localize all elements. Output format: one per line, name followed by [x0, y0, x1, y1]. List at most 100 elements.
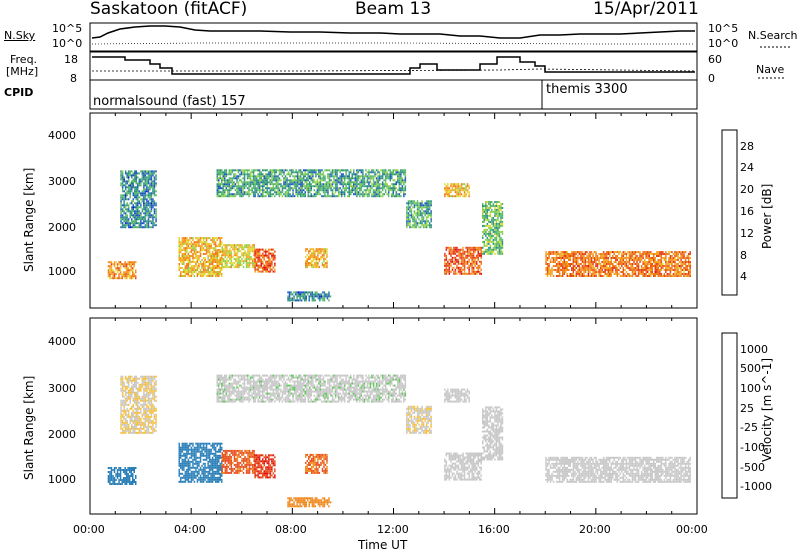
power-echo-cell	[397, 195, 399, 198]
power-echo-cell	[596, 259, 599, 261]
power-echo-cell	[120, 182, 122, 185]
power-echo-cell	[430, 224, 432, 227]
power-echo-cell	[666, 263, 669, 265]
power-echo-cell	[153, 180, 156, 183]
power-echo-cell	[260, 185, 262, 188]
power-echo-cell	[372, 189, 375, 192]
power-echo-cell	[583, 255, 585, 257]
power-echo-cell	[557, 275, 559, 277]
power-echo-cell	[190, 271, 193, 273]
power-echo-cell	[598, 275, 600, 277]
power-echo-cell	[485, 234, 487, 237]
power-echo-cell	[468, 248, 470, 251]
power-echo-cell	[342, 177, 344, 180]
power-echo-cell	[239, 250, 242, 253]
power-echo-cell	[554, 265, 556, 267]
power-echo-cell	[218, 189, 220, 192]
power-echo-cell	[129, 196, 131, 199]
power-echo-cell	[474, 250, 476, 253]
power-echo-cell	[137, 206, 139, 209]
power-echo-cell	[395, 173, 397, 176]
power-echo-cell	[233, 177, 235, 180]
power-echo-cell	[654, 257, 656, 259]
power-echo-cell	[595, 271, 597, 273]
power-echo-cell	[648, 257, 650, 259]
power-echo-cell	[199, 271, 202, 273]
power-echo-cell	[132, 226, 134, 229]
velocity-echo-cell	[132, 469, 134, 471]
power-echo-cell	[328, 187, 331, 190]
power-echo-cell	[187, 275, 190, 277]
power-echo-cell	[404, 169, 407, 172]
power-echo-cell	[479, 260, 481, 263]
power-echo-cell	[230, 195, 232, 198]
power-echo-cell	[152, 192, 154, 195]
power-echo-cell	[491, 234, 493, 237]
power-echo-cell	[548, 267, 550, 269]
power-echo-cell	[293, 183, 296, 186]
power-echo-cell	[357, 193, 360, 196]
power-echo-cell	[252, 187, 255, 190]
power-echo-cell	[214, 249, 217, 252]
power-echo-cell	[689, 261, 691, 263]
power-echo-cell	[205, 249, 208, 252]
power-echo-cell	[363, 193, 366, 196]
power-echo-cell	[498, 238, 501, 241]
power-echo-cell	[392, 179, 394, 182]
power-echo-cell	[249, 179, 252, 182]
power-echo-cell	[245, 266, 248, 269]
power-echo-cell	[578, 253, 581, 255]
power-echo-cell	[254, 179, 256, 182]
power-echo-cell	[224, 173, 226, 176]
velocity-panel-frame	[89, 317, 698, 515]
power-echo-cell	[495, 210, 498, 213]
power-echo-cell	[584, 265, 587, 267]
power-echo-cell	[241, 258, 243, 261]
power-echo-cell	[190, 245, 193, 248]
power-echo-cell	[207, 255, 209, 257]
power-echo-cell	[254, 250, 256, 253]
power-echo-cell	[460, 254, 463, 257]
power-echo-cell	[347, 183, 349, 186]
power-echo-cell	[183, 259, 185, 261]
power-echo-cell	[189, 257, 191, 259]
power-echo-cell	[637, 263, 640, 265]
power-echo-cell	[155, 182, 157, 185]
power-echo-cell	[144, 176, 147, 179]
power-echo-cell	[456, 260, 458, 263]
power-echo-cell	[147, 182, 150, 185]
power-echo-cell	[384, 185, 387, 188]
power-echo-cell	[351, 189, 353, 192]
power-echo-cell	[242, 266, 245, 269]
power-echo-cell	[456, 272, 458, 275]
power-echo-cell	[554, 269, 556, 271]
power-echo-cell	[674, 257, 676, 259]
power-echo-cell	[184, 243, 187, 246]
power-echo-cell	[232, 248, 234, 251]
power-echo-cell	[482, 210, 484, 213]
power-echo-cell	[616, 269, 619, 271]
power-echo-cell	[262, 191, 264, 194]
power-echo-cell	[604, 257, 606, 259]
power-echo-cell	[428, 204, 431, 207]
power-echo-cell	[656, 265, 658, 267]
power-echo-cell	[208, 237, 211, 240]
power-echo-cell	[336, 189, 338, 192]
power-echo-cell	[498, 252, 501, 255]
power-echo-cell	[257, 270, 259, 273]
power-echo-cell	[138, 202, 141, 205]
power-echo-cell	[356, 187, 358, 190]
power-echo-cell	[392, 195, 394, 198]
power-echo-cell	[144, 206, 147, 209]
power-echo-cell	[607, 269, 609, 271]
power-echo-cell	[248, 177, 250, 180]
power-echo-cell	[368, 173, 370, 176]
power-echo-cell	[290, 181, 293, 184]
power-echo-cell	[350, 179, 352, 182]
power-echo-cell	[637, 271, 640, 273]
power-echo-cell	[645, 267, 647, 269]
power-echo-cell	[545, 259, 547, 261]
velocity-echo-cell	[130, 469, 132, 471]
power-echo-cell	[319, 299, 321, 302]
power-echo-cell	[286, 189, 288, 192]
